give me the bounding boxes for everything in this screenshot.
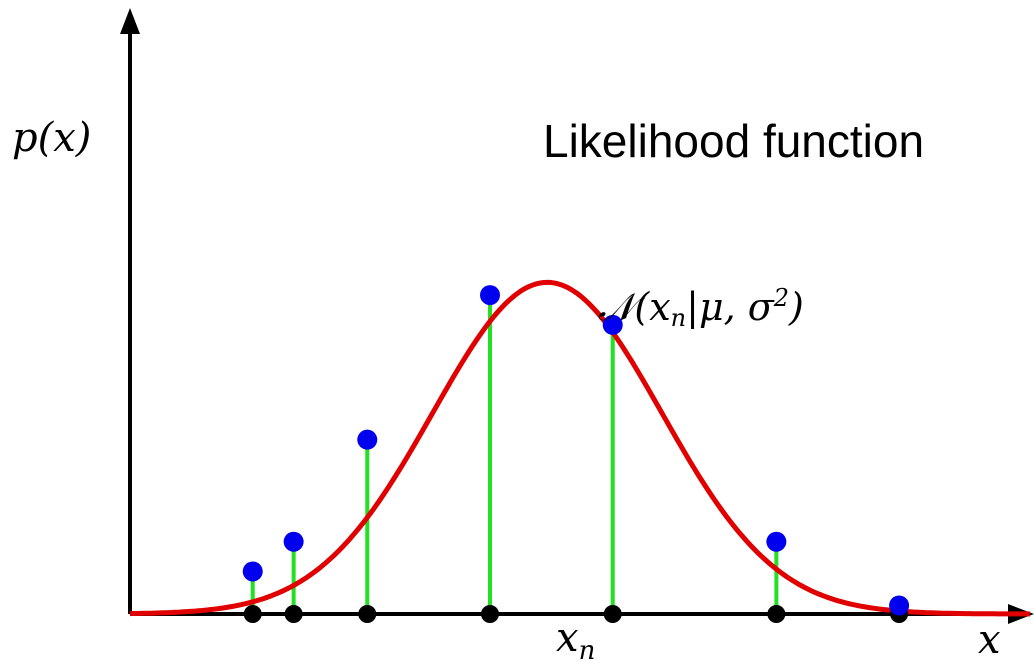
- chart-title: Likelihood function: [543, 115, 925, 167]
- gaussian-curve: [129, 279, 1031, 617]
- likelihood-point: [602, 314, 623, 335]
- curve-annotation-text: 𝒩(xn|μ, σ2): [598, 284, 804, 332]
- likelihood-point: [480, 285, 500, 306]
- sample-point: [284, 605, 303, 623]
- likelihood-point: [766, 531, 787, 552]
- x-axis-label: x: [978, 617, 1001, 663]
- sample-points: [243, 605, 909, 623]
- likelihood-point: [889, 595, 910, 616]
- sample-label-subscript: n: [578, 636, 596, 666]
- likelihood-point: [357, 429, 378, 450]
- sample-point: [358, 605, 377, 623]
- likelihood-point: [283, 531, 304, 552]
- annotation-superscript: 2: [773, 284, 790, 312]
- sample-point: [603, 605, 622, 623]
- sample-label-text: xn: [556, 615, 596, 666]
- annotation-subscript: n: [670, 304, 687, 332]
- likelihood-point: [242, 561, 263, 582]
- sample-point: [767, 605, 786, 623]
- likelihood-points: [242, 285, 910, 616]
- sample-point: [481, 605, 499, 623]
- curve-annotation: 𝒩(xn|μ, σ2): [598, 286, 804, 330]
- y-axis-label: p(x): [12, 115, 92, 161]
- stem-lines: [250, 295, 902, 614]
- sample-point: [243, 605, 262, 623]
- sample-label: xn: [556, 618, 595, 664]
- y-axis-arrowhead: [120, 8, 140, 34]
